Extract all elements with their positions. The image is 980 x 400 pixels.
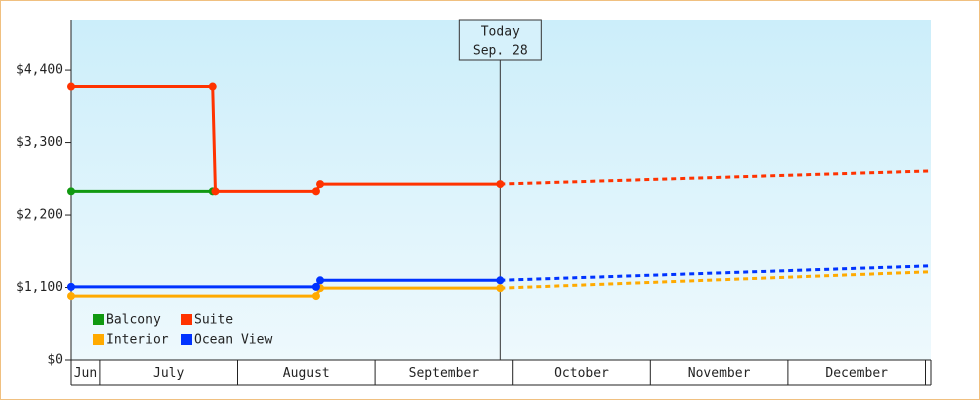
point xyxy=(496,180,505,189)
point xyxy=(496,284,505,293)
legend-label: Ocean View xyxy=(194,333,272,348)
y-tick-label: $0 xyxy=(47,353,63,368)
y-tick-label: $3,300 xyxy=(16,135,63,150)
legend-label: Balcony xyxy=(106,313,161,328)
point xyxy=(67,187,75,196)
point xyxy=(208,82,217,91)
x-band-label: October xyxy=(554,366,609,381)
legend-swatch xyxy=(181,314,192,325)
today-label: Sep. 28 xyxy=(473,44,528,59)
point xyxy=(311,292,320,301)
legend-label: Suite xyxy=(194,313,233,328)
point xyxy=(67,282,75,291)
x-band-label: August xyxy=(283,366,330,381)
point xyxy=(316,276,325,285)
y-tick-label: $4,400 xyxy=(16,63,63,78)
series-line xyxy=(71,85,501,193)
point xyxy=(67,82,75,91)
x-band-label: Jun xyxy=(74,366,97,381)
series-line xyxy=(71,286,501,298)
y-tick-label: $2,200 xyxy=(16,208,63,223)
point xyxy=(211,187,220,196)
point xyxy=(311,282,320,291)
x-band-label: December xyxy=(825,366,888,381)
y-tick-label: $1,100 xyxy=(16,280,63,295)
today-label: Today xyxy=(481,25,520,40)
x-band-label: September xyxy=(409,366,480,381)
point xyxy=(316,180,325,189)
legend-swatch xyxy=(93,334,104,345)
legend-swatch xyxy=(181,334,192,345)
legend-label: Interior xyxy=(106,333,169,348)
point xyxy=(496,276,505,285)
legend-swatch xyxy=(93,314,104,325)
x-band-label: November xyxy=(688,366,751,381)
today-box xyxy=(458,19,542,61)
x-band-label: July xyxy=(153,366,184,381)
point xyxy=(67,292,75,301)
point xyxy=(311,187,320,196)
